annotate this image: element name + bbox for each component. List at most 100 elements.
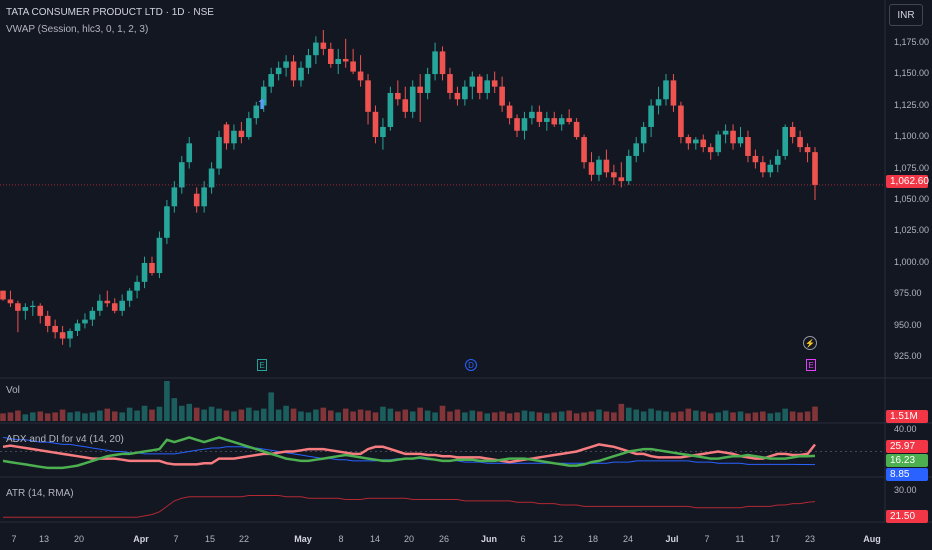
- candle-body: [119, 300, 125, 311]
- price-tick-label: 975.00: [894, 288, 922, 299]
- volume-bar: [313, 409, 319, 421]
- candle-body: [462, 86, 468, 100]
- volume-bar: [722, 410, 729, 421]
- volume-bar: [29, 412, 36, 421]
- lightning-icon[interactable]: ⚡: [803, 336, 817, 350]
- candle-body: [469, 76, 476, 87]
- candle-body: [707, 147, 714, 153]
- volume-bar: [223, 410, 230, 421]
- time-tick-label: 20: [403, 534, 415, 544]
- candle-body: [573, 121, 580, 138]
- candle-body: [685, 137, 692, 144]
- volume-bar: [618, 403, 625, 421]
- volume-bar: [327, 410, 334, 421]
- atr-panel-title[interactable]: ATR (14, RMA): [6, 488, 74, 499]
- candle-body: [126, 290, 133, 301]
- volume-bar: [253, 410, 260, 421]
- candle-body: [387, 92, 394, 127]
- volume-bar: [432, 412, 438, 421]
- earnings-upcoming-marker-icon[interactable]: E: [806, 359, 816, 371]
- di-plus-line: [2, 436, 816, 470]
- earnings-marker-icon[interactable]: E: [257, 359, 267, 371]
- candle-body: [737, 137, 744, 144]
- volume-bar: [186, 403, 193, 421]
- vwap-indicator-label[interactable]: VWAP (Session, hlc3, 0, 1, 2, 3): [6, 24, 149, 35]
- candle-body: [141, 262, 148, 282]
- candle-body: [663, 80, 669, 100]
- volume-bar: [484, 413, 491, 421]
- volume-bar: [275, 409, 282, 421]
- adx-panel-title[interactable]: ADX and DI for v4 (14, 20): [6, 434, 124, 445]
- candle-body: [365, 80, 371, 112]
- volume-bar: [424, 410, 431, 421]
- volume-bar: [134, 410, 140, 421]
- volume-bar: [536, 412, 543, 421]
- price-tick-label: 1,025.00: [894, 225, 930, 236]
- candle-body: [722, 130, 729, 135]
- candle-body: [178, 162, 185, 188]
- volume-bar: [603, 411, 610, 421]
- candle-body: [134, 281, 140, 291]
- volume-bar: [447, 411, 453, 421]
- price-tick-label: 925.00: [894, 351, 922, 362]
- volume-bar: [529, 411, 535, 421]
- candle-body: [149, 262, 155, 274]
- time-tick-label: Apr: [133, 534, 149, 544]
- volume-bar: [395, 411, 401, 421]
- candle-body: [529, 111, 535, 119]
- candle-body: [89, 310, 96, 320]
- candle-body: [52, 325, 58, 333]
- volume-bar: [521, 410, 528, 421]
- candle-body: [298, 67, 304, 81]
- volume-bar: [82, 413, 88, 421]
- time-tick-label: Aug: [863, 534, 881, 544]
- candle-body: [447, 74, 453, 93]
- volume-bar: [208, 406, 215, 421]
- candle-body: [655, 99, 662, 106]
- up-arrow-marker-icon: ⬆: [256, 95, 268, 112]
- candle-body: [156, 237, 163, 274]
- candle-body: [82, 319, 88, 324]
- volume-bar: [462, 412, 468, 421]
- candle-body: [797, 137, 803, 148]
- price-tick-label: 1,075.00: [894, 162, 930, 173]
- candle-body: [730, 130, 736, 144]
- volume-bar: [119, 412, 125, 421]
- candle-body: [15, 303, 21, 311]
- volume-bar: [804, 411, 811, 421]
- volume-bar: [111, 411, 118, 421]
- time-tick-label: 11: [735, 534, 745, 544]
- volume-bar: [350, 411, 356, 421]
- volume-bar: [640, 411, 647, 421]
- volume-bar: [37, 411, 44, 421]
- volume-bar: [402, 409, 409, 421]
- symbol-title[interactable]: TATA CONSUMER PRODUCT LTD · 1D · NSE: [6, 7, 214, 18]
- currency-button[interactable]: INR: [889, 4, 923, 26]
- time-tick-label: 23: [804, 534, 816, 544]
- volume-panel-title[interactable]: Vol: [6, 385, 20, 396]
- candle-body: [350, 61, 356, 72]
- candle-body: [74, 323, 81, 331]
- volume-bar: [544, 413, 550, 421]
- time-tick-label: 6: [520, 534, 526, 544]
- volume-bar: [387, 408, 394, 421]
- candle-body: [521, 118, 528, 131]
- candle-body: [238, 130, 245, 138]
- candle-body: [693, 139, 699, 144]
- candle-body: [320, 42, 327, 49]
- candle-body: [208, 168, 215, 188]
- volume-bar: [260, 408, 267, 421]
- volume-bar: [97, 410, 103, 421]
- dividend-marker-icon[interactable]: D: [465, 359, 477, 371]
- candle-body: [268, 74, 274, 87]
- candle-body: [603, 159, 610, 173]
- candle-body: [290, 61, 297, 81]
- price-tick-label: 1,175.00: [894, 36, 930, 47]
- volume-bar: [22, 414, 29, 421]
- volume-bar: [633, 409, 640, 421]
- volume-bar: [678, 411, 684, 421]
- volume-bar: [760, 411, 766, 421]
- candle-body: [789, 126, 796, 138]
- volume-bar: [365, 410, 371, 421]
